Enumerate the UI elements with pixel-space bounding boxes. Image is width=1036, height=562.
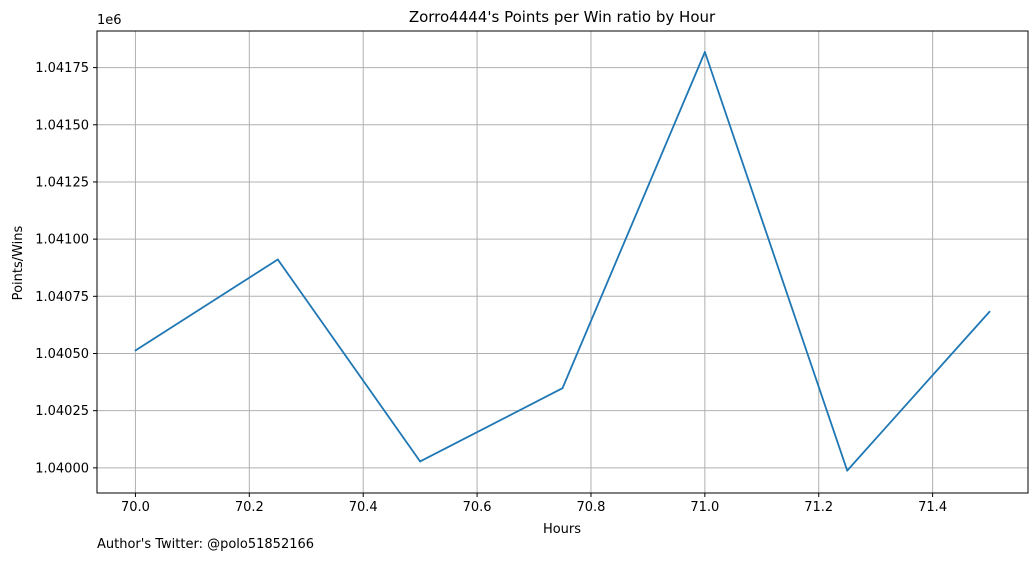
y-tick-label: 1.04100: [35, 233, 89, 248]
y-tick-label: 1.04175: [35, 61, 89, 76]
x-axis-ticks: 70.0 70.2 70.4 70.6 70.8 71.0 71.2 71.4: [121, 493, 947, 515]
chart-title: Zorro4444's Points per Win ratio by Hour: [409, 8, 716, 26]
y-tick-label: 1.04075: [35, 290, 89, 305]
data-point: [134, 349, 137, 352]
author-footnote: Author's Twitter: @polo51852166: [97, 537, 315, 552]
x-tick-label: 70.6: [463, 500, 492, 515]
x-tick-label: 71.4: [918, 500, 947, 515]
y-tick-label: 1.04150: [35, 118, 89, 133]
x-tick-label: 70.4: [349, 500, 378, 515]
x-tick-label: 70.2: [235, 500, 264, 515]
data-point: [276, 258, 279, 261]
y-axis-offset-label: 1e6: [97, 13, 122, 28]
data-point: [846, 469, 849, 472]
series-line: [134, 51, 991, 472]
y-tick-label: 1.04000: [35, 461, 89, 476]
data-point: [988, 310, 991, 313]
x-tick-label: 70.8: [576, 500, 605, 515]
data-point: [419, 460, 422, 463]
grid-lines: [97, 31, 1028, 493]
y-tick-label: 1.04025: [35, 404, 89, 419]
plot-frame: [96, 30, 1029, 494]
data-point: [561, 387, 564, 390]
data-point: [703, 51, 706, 53]
x-axis-label: Hours: [543, 522, 581, 537]
y-tick-label: 1.04050: [35, 347, 89, 362]
x-tick-label: 70.0: [121, 500, 150, 515]
x-tick-label: 71.2: [804, 500, 833, 515]
y-axis-label: Points/Wins: [11, 225, 26, 300]
y-tick-label: 1.04125: [35, 175, 89, 190]
plot-lines: [134, 51, 991, 472]
x-tick-label: 71.0: [690, 500, 719, 515]
y-axis-ticks: 1.04000 1.04025 1.04050 1.04075 1.04100 1.041…: [35, 61, 97, 476]
